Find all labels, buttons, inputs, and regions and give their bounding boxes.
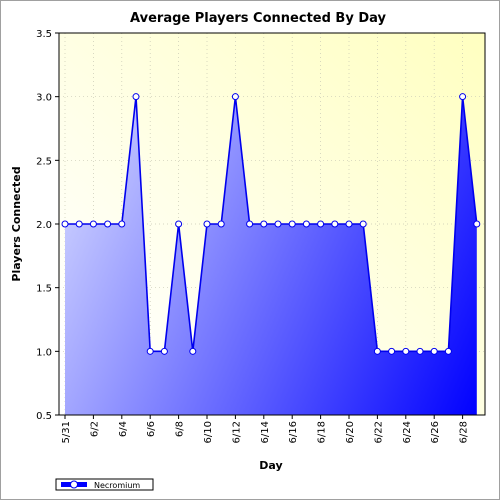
x-tick-label: 6/22 bbox=[373, 421, 384, 443]
data-point bbox=[373, 347, 381, 355]
data-point bbox=[118, 220, 126, 228]
x-tick-label: 6/12 bbox=[231, 421, 242, 443]
x-tick-label: 6/24 bbox=[402, 421, 413, 443]
data-point bbox=[274, 220, 282, 228]
x-axis-ticks: 5/31 6/2 6/4 6/6 6/8 6/10 6/12 6/14 6/16 6/18 6/20… bbox=[61, 415, 470, 443]
data-point bbox=[160, 347, 168, 355]
x-tick-label: 6/6 bbox=[146, 421, 157, 437]
data-point bbox=[146, 347, 154, 355]
data-point bbox=[288, 220, 296, 228]
y-tick-label: 2.5 bbox=[36, 156, 52, 167]
series-area bbox=[61, 93, 481, 416]
x-tick-label: 5/31 bbox=[61, 421, 72, 443]
y-tick-label: 1.5 bbox=[36, 284, 52, 295]
data-point bbox=[89, 220, 97, 228]
x-tick-label: 6/2 bbox=[89, 421, 100, 437]
legend-box bbox=[55, 478, 154, 491]
data-point bbox=[345, 220, 353, 228]
data-point bbox=[444, 347, 452, 355]
y-tick-label: 2.0 bbox=[36, 220, 52, 231]
y-tick-label: 3.0 bbox=[36, 93, 52, 104]
data-point bbox=[473, 220, 481, 228]
data-point bbox=[203, 220, 211, 228]
series-area-fill bbox=[65, 96, 477, 416]
data-point bbox=[246, 220, 254, 228]
data-point bbox=[260, 220, 268, 228]
data-point bbox=[359, 220, 367, 228]
data-point bbox=[75, 220, 83, 228]
legend-marker-icon bbox=[70, 480, 78, 489]
data-point bbox=[430, 347, 438, 355]
chart-title: Average Players Connected By Day bbox=[130, 11, 386, 26]
legend-label: Necromium bbox=[94, 481, 140, 490]
data-point bbox=[302, 220, 310, 228]
data-point bbox=[459, 93, 467, 101]
legend: Necromium bbox=[55, 478, 154, 491]
x-tick-label: 6/8 bbox=[175, 421, 186, 437]
y-axis-ticks: 0.5 1.0 1.5 2.0 2.5 3.0 3.5 bbox=[36, 29, 59, 422]
x-tick-label: 6/18 bbox=[317, 421, 328, 443]
x-tick-label: 6/4 bbox=[118, 421, 129, 437]
data-point bbox=[189, 347, 197, 355]
data-point bbox=[61, 220, 69, 228]
y-tick-label: 0.5 bbox=[36, 411, 52, 422]
data-point bbox=[104, 220, 112, 228]
y-axis-label: Players Connected bbox=[10, 166, 23, 281]
y-tick-label: 3.5 bbox=[36, 29, 52, 40]
data-point bbox=[175, 220, 183, 228]
x-axis-label: Day bbox=[259, 459, 282, 472]
x-tick-label: 6/16 bbox=[288, 421, 299, 443]
x-tick-label: 6/10 bbox=[203, 421, 214, 443]
x-tick-label: 6/26 bbox=[430, 421, 441, 443]
data-point bbox=[402, 347, 410, 355]
y-tick-label: 1.0 bbox=[36, 347, 52, 358]
data-point bbox=[331, 220, 339, 228]
data-point bbox=[416, 347, 424, 355]
data-point bbox=[217, 220, 225, 228]
data-point bbox=[388, 347, 396, 355]
data-point bbox=[231, 93, 239, 101]
x-tick-label: 6/28 bbox=[459, 421, 470, 443]
x-tick-label: 6/14 bbox=[260, 421, 271, 443]
x-tick-label: 6/20 bbox=[345, 421, 356, 443]
data-point bbox=[317, 220, 325, 228]
data-point bbox=[132, 93, 140, 101]
